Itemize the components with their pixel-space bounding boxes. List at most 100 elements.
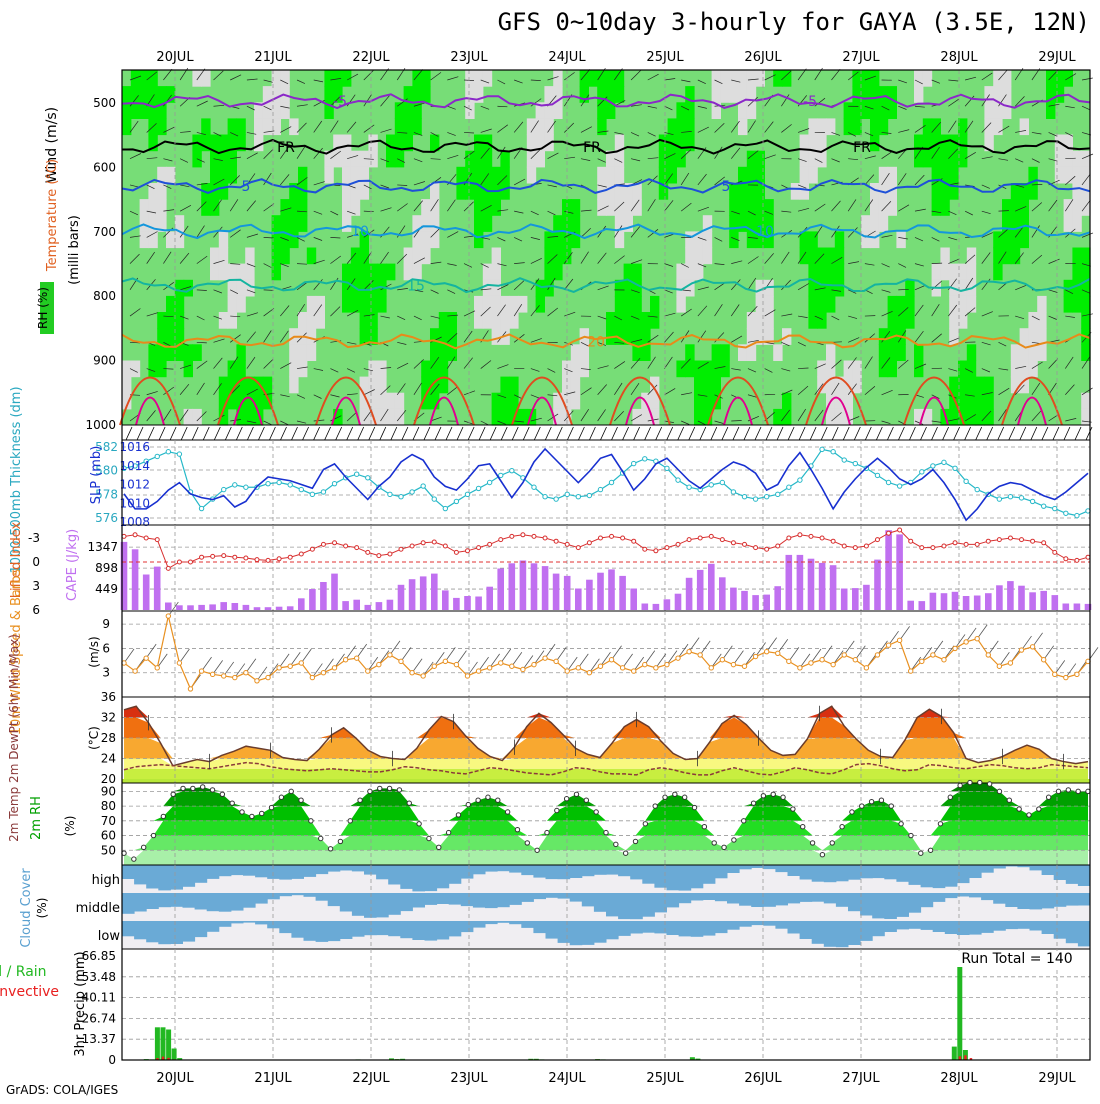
rh-cell (219, 183, 228, 200)
li-tick-label: 6 (32, 603, 40, 617)
rh-cell (553, 102, 562, 119)
rh-cell (914, 70, 923, 87)
cloud-cell (618, 893, 631, 919)
rh-cell (923, 151, 932, 168)
cloud-cell (533, 865, 546, 878)
x-tick-label-top: 23JUL (450, 50, 488, 65)
cloud-cell (679, 921, 692, 936)
cloud-cell (606, 865, 619, 875)
li-point (488, 542, 492, 546)
cloud-cell (158, 865, 171, 890)
surface-wind-barb (567, 427, 573, 440)
wind-speed-point (1075, 672, 1079, 676)
rh-cell (553, 70, 562, 87)
rh-cell (412, 102, 421, 119)
x-tick-label-bottom: 28JUL (940, 1071, 978, 1086)
rh-cell (439, 344, 448, 361)
rh-cell (826, 248, 835, 265)
wind-speed-point (410, 671, 414, 675)
cloud-cell (896, 865, 909, 882)
rh-cell (615, 199, 624, 216)
surface-wind-barb (843, 427, 849, 440)
cloud-cell (376, 865, 389, 879)
cloud-cell (400, 865, 413, 889)
li-point (643, 547, 647, 551)
cloud-cell (812, 893, 825, 902)
rh-cell (492, 328, 501, 345)
thickness-point (321, 490, 325, 494)
surface-wind-barb (203, 427, 209, 440)
rh-cell (852, 102, 861, 119)
rh-cell (412, 86, 421, 103)
cloud-cell (231, 921, 244, 923)
x-tick-label-top: 27JUL (842, 50, 880, 65)
thickness-point (177, 452, 181, 456)
cloud-cell (775, 865, 788, 872)
rh-point (397, 788, 401, 792)
rh-cell (536, 151, 545, 168)
thickness-point (1075, 513, 1079, 517)
rh-cell (580, 86, 589, 103)
rh-point (260, 811, 264, 815)
rh-point (378, 786, 382, 790)
rh-cell (228, 118, 237, 135)
rh-point (564, 797, 568, 801)
cloud-cell (788, 921, 801, 934)
rh-cell (192, 344, 201, 361)
cloud-cell (497, 865, 510, 871)
li-point (344, 544, 348, 548)
rh-cell (888, 199, 897, 216)
li-point (887, 531, 891, 535)
wind-speed-point (266, 675, 270, 679)
rh-cell (351, 183, 360, 200)
pressure-tick-label: 900 (93, 354, 116, 368)
cloud-cell (703, 865, 716, 884)
cape-bar (575, 589, 582, 611)
rh-cell (685, 135, 694, 152)
rh-cell (720, 344, 729, 361)
cape-bar (752, 595, 759, 610)
rh-point (328, 847, 332, 851)
rh-point (141, 845, 145, 849)
rh-point (928, 848, 932, 852)
cloud-cell (279, 865, 292, 880)
rh-point (850, 810, 854, 814)
cape-bar (176, 605, 183, 610)
rh-cell (967, 361, 976, 378)
rh-cell (430, 183, 439, 200)
cape-bar (564, 576, 571, 610)
rh-point (820, 852, 824, 856)
li-point (388, 552, 392, 556)
wind-speed-point (731, 662, 735, 666)
cloud-cell (243, 921, 256, 923)
thickness-point (886, 480, 890, 484)
surface-wind-barb (523, 427, 529, 440)
li-point (443, 544, 447, 548)
rh-cell (905, 280, 914, 297)
cloud-cell (606, 921, 619, 939)
cloud-cell (546, 921, 559, 939)
cloud-cell (437, 865, 450, 888)
wind-speed-point (377, 662, 381, 666)
rh-cell (958, 118, 967, 135)
li-point (355, 546, 359, 550)
rh-cell (351, 296, 360, 313)
cloud-cell (582, 921, 595, 945)
cape-bar (1052, 595, 1059, 610)
rh-cell (773, 70, 782, 87)
rh-cell (245, 248, 254, 265)
rh-point (535, 848, 539, 852)
surface-wind-barb (126, 427, 132, 440)
precip-tick-label: 0 (108, 1053, 116, 1067)
cloud-cell (642, 865, 655, 884)
x-tick-label-top: 25JUL (646, 50, 684, 65)
rh-cell (720, 86, 729, 103)
rh-cell (615, 167, 624, 184)
surface-wind-barb (369, 427, 375, 440)
li-point (654, 549, 658, 553)
rh-cell (527, 167, 536, 184)
surface-wind-barb (468, 427, 474, 440)
wind-speed-point (931, 653, 935, 657)
rh-cell (1072, 296, 1081, 313)
rh-point (810, 841, 814, 845)
